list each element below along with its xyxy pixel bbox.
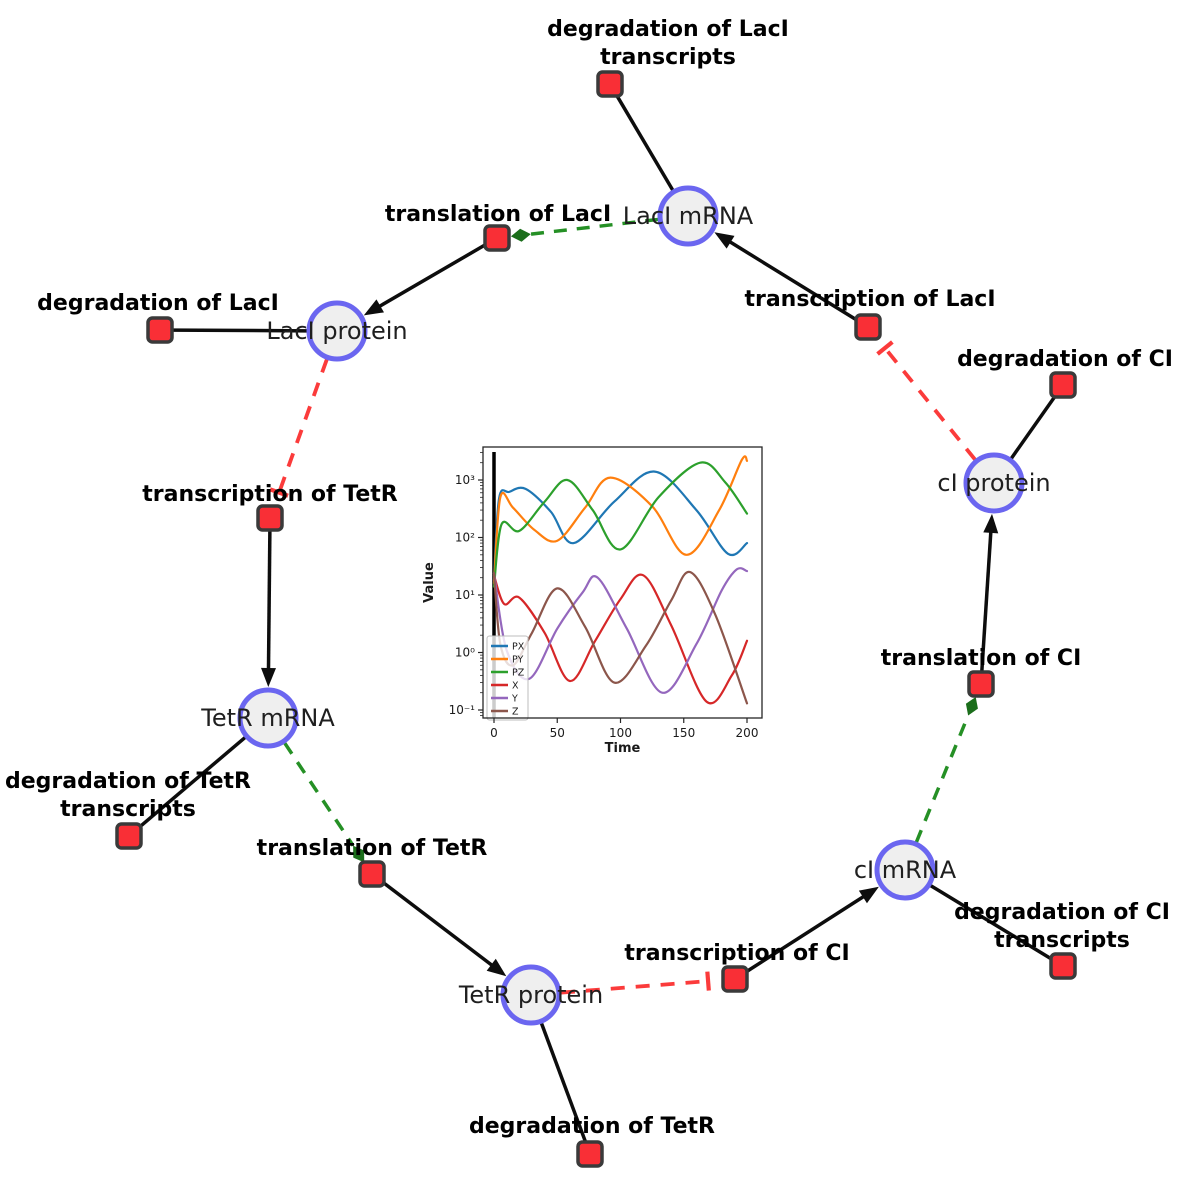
reaction-label-transcription-tetr: transcription of TetR	[142, 482, 398, 507]
edge-ci-protein-to-deg-ci	[1009, 394, 1057, 460]
edge-transcription-laci-to-laci-mrna	[714, 232, 858, 322]
edge-tetr-protein-to-deg-tetr	[539, 1022, 588, 1143]
chart-axes-box	[482, 446, 763, 719]
species-label-tetr-mrna: TetR mRNA	[200, 704, 335, 732]
edge-translation-tetr-to-tetr-protein	[381, 880, 507, 977]
edge-ci-protein-to-transcription-laci	[876, 340, 977, 461]
x-tick-label: 50	[550, 726, 565, 740]
species-label-tetr-protein: TetR protein	[458, 981, 603, 1009]
y-tick-label: 10⁰	[455, 646, 475, 660]
reaction-label-deg-ci-transcripts: degradation of CI transcripts	[954, 900, 1170, 953]
x-tick-label: 0	[490, 726, 498, 740]
series-line-px	[492, 470, 749, 582]
edge-translation-ci-to-ci-protein	[980, 513, 999, 672]
edge-laci-protein-to-deg-laci	[172, 328, 308, 333]
chart-series-group	[492, 455, 749, 705]
species-label-ci-mrna: cI mRNA	[854, 856, 957, 884]
edge-laci-protein-to-transcription-tetr	[269, 358, 329, 498]
edge-tetr-mrna-to-deg-tetr-transcripts	[137, 736, 247, 829]
legend-label-pz: PZ	[512, 668, 525, 679]
edge-tetr-protein-to-transcription-ci	[560, 971, 711, 995]
series-line-pz	[492, 461, 749, 588]
reaction-node-deg-laci-transcripts[interactable]	[596, 70, 624, 98]
reaction-label-translation-tetr: translation of TetR	[257, 836, 488, 861]
edge-translation-laci-to-laci-protein	[363, 243, 487, 316]
reaction-label-translation-laci: translation of LacI	[385, 202, 611, 227]
reaction-label-transcription-ci: transcription of CI	[624, 941, 849, 966]
species-node-tetr-mrna[interactable]	[237, 687, 299, 749]
species-node-ci-protein[interactable]	[963, 452, 1025, 514]
chart-legend: PX PY PZ XYZ	[486, 635, 529, 721]
reaction-label-transcription-laci: transcription of LacI	[744, 287, 995, 312]
y-tick-label: 10³	[455, 473, 475, 487]
reaction-node-translation-ci[interactable]	[967, 670, 995, 698]
legend-label-x: X	[512, 681, 519, 692]
reaction-node-transcription-tetr[interactable]	[256, 504, 284, 532]
edge-transcription-tetr-to-tetr-mrna	[261, 530, 276, 688]
reaction-label-deg-ci: degradation of CI	[957, 347, 1173, 372]
species-label-ci-protein: cI protein	[937, 469, 1050, 497]
species-label-laci-protein: LacI protein	[266, 317, 407, 345]
legend-label-py: PY	[512, 655, 524, 666]
series-line-py	[492, 455, 749, 585]
reaction-node-deg-tetr-transcripts[interactable]	[115, 822, 143, 850]
y-tick-label: 10²	[455, 531, 475, 545]
species-node-laci-protein[interactable]	[306, 300, 368, 362]
reaction-node-translation-tetr[interactable]	[358, 860, 386, 888]
reaction-label-translation-ci: translation of CI	[881, 646, 1082, 671]
edge-laci-mrna-to-translation-laci	[510, 217, 659, 242]
reaction-node-deg-ci-transcripts[interactable]	[1049, 952, 1077, 980]
legend-label-z: Z	[512, 707, 519, 718]
labels-layer: LacI mRNA LacI protein TetR mRNA TetR prote…	[5, 17, 1173, 1139]
x-tick-label: 150	[672, 726, 695, 740]
reaction-label-deg-tetr-transcripts: degradation of TetR transcripts	[5, 769, 251, 822]
reaction-node-translation-laci[interactable]	[483, 224, 511, 252]
chart-y-axis-label: Value	[422, 562, 437, 603]
y-tick-label: 10⁻¹	[449, 703, 476, 717]
reaction-label-deg-tetr: degradation of TetR	[469, 1114, 715, 1139]
edge-ci-mrna-to-deg-ci-transcripts	[929, 884, 1053, 961]
species-node-laci-mrna[interactable]	[657, 185, 719, 247]
reaction-node-deg-tetr[interactable]	[576, 1140, 604, 1168]
legend-label-y: Y	[511, 694, 518, 705]
edges-layer	[137, 94, 1057, 1143]
reaction-node-deg-laci[interactable]	[146, 316, 174, 344]
reaction-node-transcription-ci[interactable]	[721, 965, 749, 993]
embedded-timecourse-chart: PX PY PZ XYZ 0 50 100 150 200 10³ 10² 10¹ 10⁰ 10⁻¹ Tim…	[422, 446, 763, 756]
x-tick-label: 200	[736, 726, 759, 740]
edge-transcription-ci-to-ci-mrna	[744, 886, 879, 974]
chart-x-axis-label: Time	[605, 741, 641, 756]
edge-tetr-mrna-to-translation-tetr	[283, 741, 365, 863]
x-tick-label: 100	[609, 726, 632, 740]
species-node-tetr-protein[interactable]	[500, 964, 562, 1026]
edge-ci-mrna-to-translation-ci	[914, 696, 978, 843]
species-node-ci-mrna[interactable]	[874, 839, 936, 901]
nodes-layer	[115, 70, 1077, 1168]
reaction-label-deg-laci: degradation of LacI	[37, 291, 279, 316]
reaction-node-deg-ci[interactable]	[1049, 371, 1077, 399]
y-tick-label: 10¹	[455, 588, 475, 602]
reaction-node-transcription-laci[interactable]	[854, 313, 882, 341]
edge-laci-mrna-to-deg-laci-transcripts	[615, 94, 675, 192]
reaction-label-deg-laci-transcripts: degradation of LacI transcripts	[547, 17, 789, 70]
series-line-x	[492, 573, 749, 705]
legend-label-px: PX	[512, 642, 525, 653]
species-label-laci-mrna: LacI mRNA	[623, 202, 754, 230]
